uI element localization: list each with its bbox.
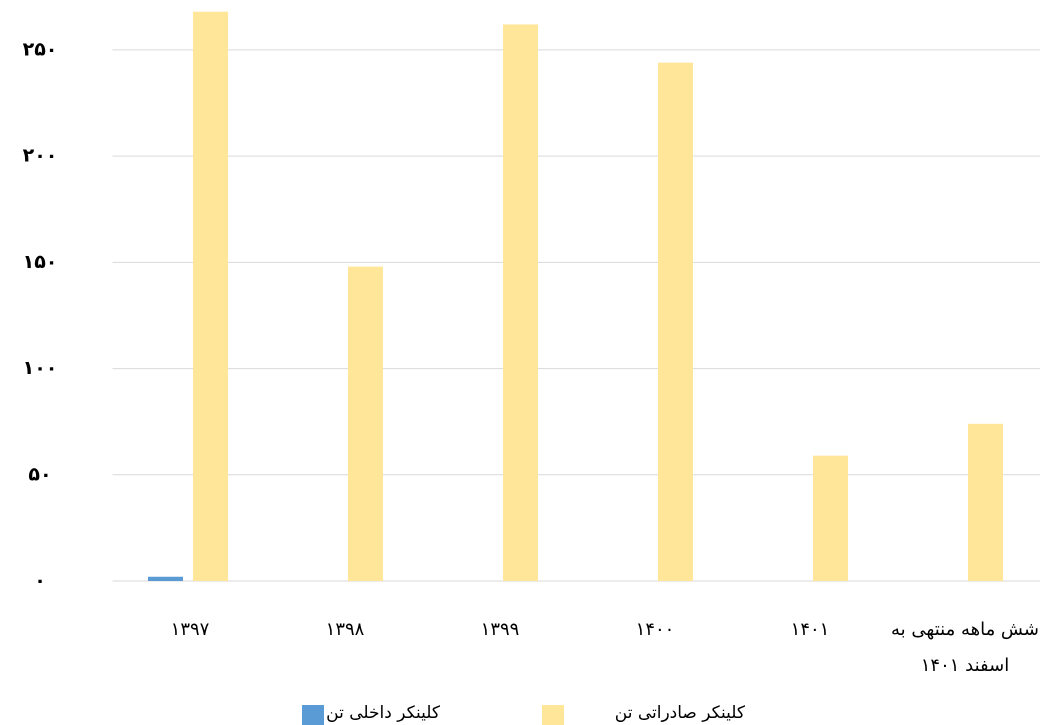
bar	[968, 423, 1003, 581]
y-tick-label: ۰	[34, 570, 46, 592]
bar	[148, 576, 183, 581]
y-tick-label: ۲۵۰	[23, 38, 58, 60]
x-tick-label: شش ماهه منتهی به اسفند ۱۴۰۱	[891, 619, 1039, 676]
bar	[813, 455, 848, 581]
legend-label: کلینکر داخلی تن	[326, 703, 441, 723]
x-tick-label: ۱۳۹۷	[170, 619, 210, 640]
bar	[658, 62, 693, 581]
bar	[193, 11, 228, 582]
legend-swatch	[302, 705, 324, 725]
x-tick-label: ۱۳۹۸	[325, 619, 365, 640]
legend-swatch	[542, 705, 564, 725]
legend-label: کلینکر صادراتی تن	[615, 703, 746, 723]
x-tick-label: ۱۴۰۰	[635, 619, 675, 640]
y-tick-label: ۱۰۰	[23, 357, 58, 379]
bar	[503, 24, 538, 581]
x-tick-label: ۱۴۰۱	[790, 619, 830, 640]
y-tick-label: ۱۵۰	[23, 251, 58, 273]
x-tick-label: ۱۳۹۹	[480, 619, 520, 640]
y-tick-label: ۲۰۰	[23, 145, 58, 167]
bar	[348, 266, 383, 581]
y-tick-label: ۵۰	[28, 463, 51, 485]
